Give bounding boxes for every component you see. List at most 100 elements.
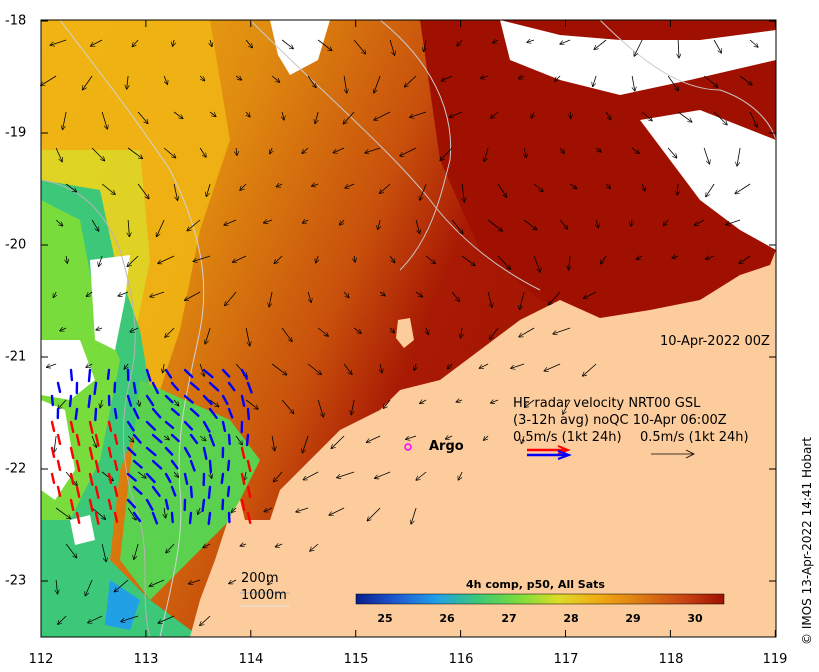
current-arrow bbox=[240, 183, 247, 190]
current-arrow bbox=[50, 39, 67, 45]
current-arrow bbox=[677, 111, 691, 122]
current-arrow bbox=[563, 399, 571, 414]
current-arrow bbox=[706, 256, 715, 259]
current-arrow bbox=[91, 39, 103, 46]
cloud-patch bbox=[41, 400, 75, 500]
radar-vector-blue bbox=[151, 433, 163, 444]
current-arrow bbox=[451, 291, 459, 301]
current-arrow bbox=[667, 75, 678, 90]
radar-vector-blue bbox=[106, 368, 111, 381]
current-arrow bbox=[55, 147, 62, 162]
radar-vector-blue bbox=[132, 407, 140, 420]
current-arrow bbox=[203, 544, 211, 548]
colorbar bbox=[355, 593, 725, 605]
current-arrow bbox=[271, 363, 286, 375]
x-tick-113: 113 bbox=[133, 652, 159, 667]
current-arrow bbox=[198, 507, 200, 514]
radar-vector-red bbox=[69, 472, 75, 485]
radar-vector-blue bbox=[50, 394, 54, 407]
current-arrow bbox=[569, 183, 576, 189]
current-arrow bbox=[329, 507, 345, 515]
current-arrow bbox=[274, 471, 283, 482]
radar-vector-blue bbox=[183, 472, 189, 485]
radar-vector-blue bbox=[132, 381, 137, 395]
radar-vector-blue bbox=[221, 420, 227, 432]
radar-vector-blue bbox=[151, 407, 162, 419]
current-arrow bbox=[523, 219, 536, 230]
current-arrow bbox=[127, 507, 136, 520]
radar-vector-blue bbox=[221, 394, 229, 406]
current-arrow bbox=[200, 615, 211, 625]
current-arrow bbox=[354, 255, 355, 262]
radar-vector-blue bbox=[189, 407, 200, 417]
current-arrow bbox=[583, 363, 597, 376]
radar-vector-blue bbox=[240, 368, 249, 380]
radar-vector-blue bbox=[183, 368, 194, 379]
current-arrow bbox=[86, 364, 93, 367]
radar-vector-blue bbox=[87, 368, 92, 383]
radar-vector-red bbox=[75, 433, 81, 446]
current-arrow bbox=[345, 183, 355, 188]
current-arrow bbox=[416, 471, 427, 480]
radar-vector-red bbox=[240, 498, 246, 511]
current-arrow bbox=[296, 507, 309, 512]
current-arrow bbox=[124, 363, 128, 369]
current-arrow bbox=[424, 39, 427, 51]
current-arrow bbox=[235, 76, 241, 80]
current-arrow bbox=[127, 147, 142, 158]
current-arrow bbox=[91, 219, 98, 231]
radar-vector-red bbox=[75, 459, 81, 472]
current-arrow bbox=[96, 328, 103, 330]
current-arrow bbox=[130, 327, 139, 332]
current-arrow bbox=[225, 291, 237, 306]
current-arrow bbox=[132, 39, 139, 47]
current-arrow bbox=[331, 435, 345, 448]
radar-vector-red bbox=[107, 472, 113, 484]
date-label: 10-Apr-2022 00Z bbox=[660, 334, 770, 349]
radar-vector-blue bbox=[227, 433, 231, 446]
current-arrow bbox=[367, 507, 381, 521]
current-arrow bbox=[158, 255, 175, 263]
y-tick-19: -19 bbox=[5, 125, 27, 141]
current-arrow bbox=[461, 255, 475, 265]
radar-vector-blue bbox=[226, 485, 231, 498]
current-arrow bbox=[317, 327, 328, 336]
current-arrow bbox=[282, 111, 284, 120]
current-arrow bbox=[553, 327, 571, 334]
current-arrow bbox=[264, 220, 273, 223]
argo-label: Argo bbox=[429, 439, 464, 454]
current-arrow bbox=[493, 40, 499, 43]
current-arrow bbox=[302, 435, 309, 453]
current-arrow bbox=[703, 147, 709, 164]
radar-vector-blue bbox=[126, 394, 133, 407]
current-arrow bbox=[549, 291, 561, 305]
current-arrow bbox=[173, 39, 175, 46]
legend-line-1: HF radar velocity NRT00 GSL bbox=[513, 396, 701, 411]
current-arrows bbox=[41, 40, 758, 625]
cloud-patch bbox=[70, 515, 95, 545]
radar-vector-red bbox=[50, 420, 56, 432]
current-arrow bbox=[65, 183, 76, 192]
current-arrow bbox=[307, 291, 311, 302]
x-tick-112: 112 bbox=[28, 652, 54, 667]
current-arrow bbox=[269, 291, 273, 307]
radar-vector-blue bbox=[201, 498, 206, 513]
radar-vector-blue bbox=[189, 485, 194, 499]
current-arrow bbox=[642, 183, 645, 191]
current-arrow bbox=[163, 436, 169, 440]
current-arrow bbox=[491, 400, 499, 403]
radar-vector-blue bbox=[164, 498, 170, 510]
imos-credit: © IMOS 13-Apr-2022 14:41 Hobart bbox=[800, 437, 814, 645]
radar-vector-blue bbox=[188, 511, 193, 525]
radar-vector-blue bbox=[151, 459, 163, 470]
current-arrow bbox=[739, 255, 751, 263]
radar-vector-blue bbox=[170, 459, 179, 470]
cloud-patch bbox=[90, 255, 130, 350]
current-arrow bbox=[91, 435, 96, 447]
radar-vector-red bbox=[56, 485, 62, 497]
current-arrow bbox=[343, 75, 347, 93]
current-arrow bbox=[66, 255, 67, 263]
current-arrow bbox=[481, 76, 489, 78]
current-arrow bbox=[199, 75, 204, 81]
radar-vector-blue bbox=[164, 446, 174, 456]
